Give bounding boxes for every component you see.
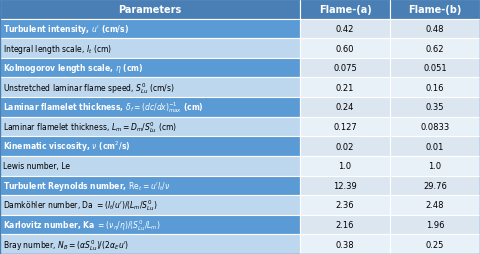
Bar xyxy=(0,117,300,137)
Text: 0.25: 0.25 xyxy=(426,240,444,249)
Text: Karlovitz number, Ka $= (\nu_\eta/\eta)/(S^0_{Lu}/L_m)$: Karlovitz number, Ka $= (\nu_\eta/\eta)/… xyxy=(3,217,160,232)
Bar xyxy=(390,78,480,98)
Text: Lewis number, Le: Lewis number, Le xyxy=(3,162,70,170)
Bar xyxy=(300,156,390,176)
Text: 12.39: 12.39 xyxy=(333,181,357,190)
Bar xyxy=(300,20,390,39)
Bar xyxy=(0,137,300,156)
Text: Flame-(a): Flame-(a) xyxy=(319,5,372,15)
Text: 2.16: 2.16 xyxy=(336,220,354,229)
Text: 0.62: 0.62 xyxy=(426,44,444,53)
Bar xyxy=(390,59,480,78)
Text: 1.0: 1.0 xyxy=(429,162,442,170)
Bar xyxy=(0,156,300,176)
Text: 1.96: 1.96 xyxy=(426,220,444,229)
Text: Unstretched laminar flame speed, $S^0_{Lu}$ (cm/s): Unstretched laminar flame speed, $S^0_{L… xyxy=(3,81,175,95)
Text: 0.01: 0.01 xyxy=(426,142,444,151)
Text: 0.48: 0.48 xyxy=(426,25,444,34)
Bar xyxy=(0,176,300,195)
Text: 0.127: 0.127 xyxy=(333,122,357,132)
Text: 1.0: 1.0 xyxy=(338,162,351,170)
Bar xyxy=(390,234,480,254)
Bar xyxy=(300,215,390,234)
Text: 0.0833: 0.0833 xyxy=(420,122,450,132)
Bar xyxy=(0,78,300,98)
Text: 2.48: 2.48 xyxy=(426,201,444,210)
Bar xyxy=(390,156,480,176)
Bar xyxy=(300,234,390,254)
Bar xyxy=(0,98,300,117)
Bar xyxy=(390,98,480,117)
Bar xyxy=(300,98,390,117)
Bar xyxy=(300,117,390,137)
Text: 0.60: 0.60 xyxy=(336,44,354,53)
Text: Laminar flamelet thickness, $L_m = D_m/S^0_{Lu}$ (cm): Laminar flamelet thickness, $L_m = D_m/S… xyxy=(3,120,177,134)
Bar xyxy=(0,0,300,20)
Bar xyxy=(390,137,480,156)
Text: Kinematic viscosity, $\nu$ (cm$^2$/s): Kinematic viscosity, $\nu$ (cm$^2$/s) xyxy=(3,139,131,154)
Text: Bray number, $N_B = (\alpha S^0_{Lu})/(2\alpha_E u')$: Bray number, $N_B = (\alpha S^0_{Lu})/(2… xyxy=(3,237,129,252)
Text: 0.38: 0.38 xyxy=(336,240,354,249)
Bar xyxy=(390,20,480,39)
Bar xyxy=(0,59,300,78)
Bar xyxy=(390,195,480,215)
Text: 0.16: 0.16 xyxy=(426,84,444,92)
Bar xyxy=(0,215,300,234)
Bar xyxy=(390,215,480,234)
Text: Laminar flamelet thickness, $\delta_f = (dc/dx)^{-1}_{max}$ (cm): Laminar flamelet thickness, $\delta_f = … xyxy=(3,100,204,115)
Text: 0.35: 0.35 xyxy=(426,103,444,112)
Bar xyxy=(0,234,300,254)
Text: 0.075: 0.075 xyxy=(333,64,357,73)
Bar xyxy=(300,195,390,215)
Bar xyxy=(300,0,390,20)
Bar xyxy=(390,117,480,137)
Text: Turbulent Reynolds number, $\mathrm{Re}_t = u'l_t/\nu$: Turbulent Reynolds number, $\mathrm{Re}_… xyxy=(3,179,170,192)
Text: 0.051: 0.051 xyxy=(423,64,447,73)
Bar xyxy=(0,195,300,215)
Bar xyxy=(300,39,390,59)
Bar xyxy=(300,59,390,78)
Text: Parameters: Parameters xyxy=(119,5,181,15)
Bar xyxy=(390,0,480,20)
Bar xyxy=(300,78,390,98)
Text: 29.76: 29.76 xyxy=(423,181,447,190)
Text: 0.24: 0.24 xyxy=(336,103,354,112)
Bar xyxy=(0,20,300,39)
Text: Flame-(b): Flame-(b) xyxy=(408,5,462,15)
Text: 0.42: 0.42 xyxy=(336,25,354,34)
Bar xyxy=(390,176,480,195)
Bar xyxy=(300,176,390,195)
Bar xyxy=(390,39,480,59)
Text: Integral length scale, $l_t$ (cm): Integral length scale, $l_t$ (cm) xyxy=(3,42,112,55)
Text: Kolmogorov length scale, $\eta$ (cm): Kolmogorov length scale, $\eta$ (cm) xyxy=(3,62,144,75)
Bar xyxy=(0,39,300,59)
Text: 2.36: 2.36 xyxy=(336,201,354,210)
Bar xyxy=(300,137,390,156)
Text: 0.02: 0.02 xyxy=(336,142,354,151)
Text: Turbulent intensity, $u'$ (cm/s): Turbulent intensity, $u'$ (cm/s) xyxy=(3,23,129,36)
Text: 0.21: 0.21 xyxy=(336,84,354,92)
Text: Damköhler number, Da $= (l_t/u')/(L_m/S^0_{Lu})$: Damköhler number, Da $= (l_t/u')/(L_m/S^… xyxy=(3,198,157,213)
